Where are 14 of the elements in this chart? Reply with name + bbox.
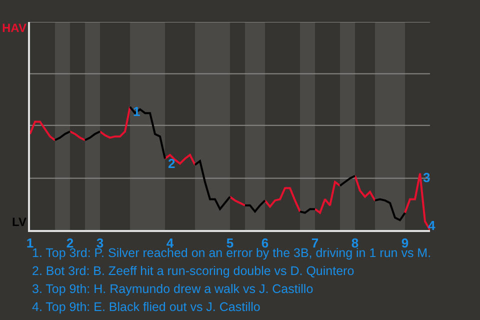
text: 3. Top 9th: H. Raymundo drew a walk vs J. Castillo xyxy=(32,282,314,296)
text: 4. Top 9th: E. Black flied out vs J. Castillo xyxy=(32,300,260,314)
x-tick-label: 6 xyxy=(261,236,269,251)
annotation: 3 xyxy=(423,170,430,185)
text: HAV xyxy=(2,21,26,35)
x-tick-label: 9 xyxy=(401,236,409,251)
text: 2. Bot 3rd: B. Zeeff hit a run-scoring double vs D. Quintero xyxy=(32,264,354,278)
x-tick-label: 7 xyxy=(311,236,319,251)
x-tick-label: 5 xyxy=(226,236,234,251)
x-tick-label: 8 xyxy=(351,236,359,251)
annotation: 1 xyxy=(133,104,140,119)
annotation: 4 xyxy=(428,218,436,233)
annotation: 2 xyxy=(168,156,176,171)
x-tick-label: 1 xyxy=(26,236,34,251)
